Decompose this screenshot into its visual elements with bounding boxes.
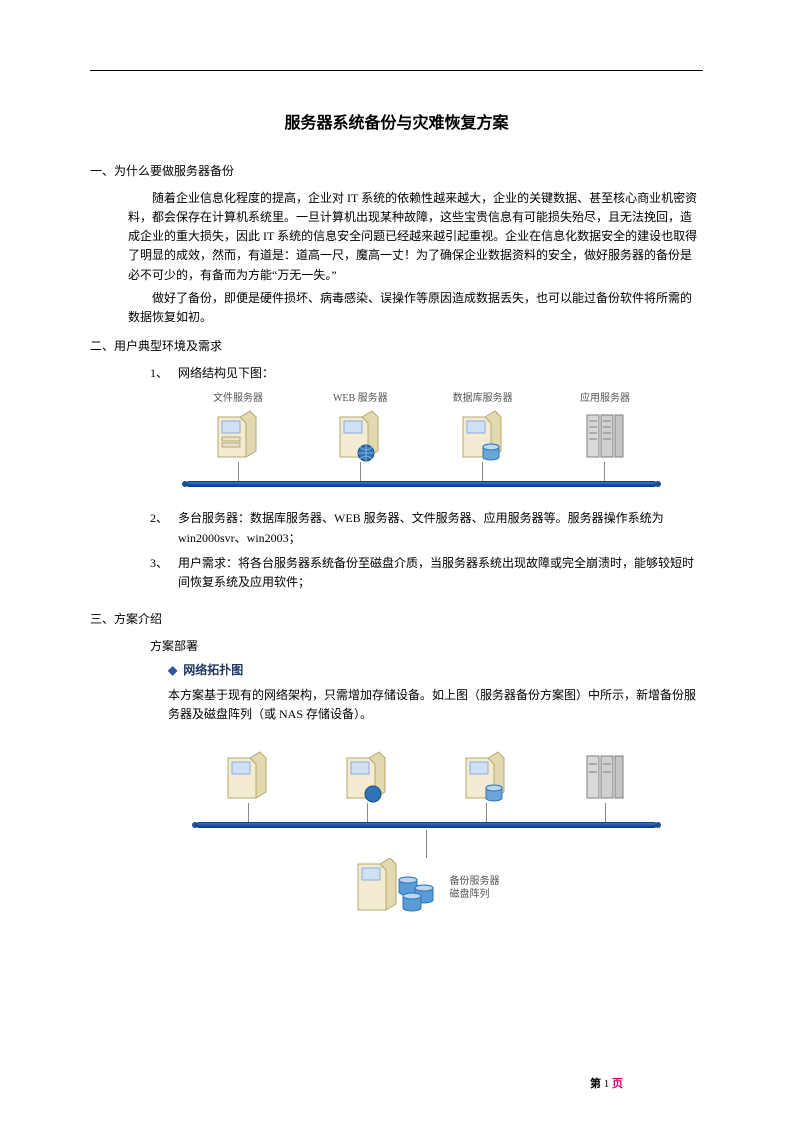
backup-server-icon — [354, 858, 440, 918]
diamond-icon: ◆ — [168, 663, 177, 677]
server-label: 应用服务器 — [580, 391, 630, 403]
db-server-icon — [458, 748, 514, 804]
network-bus — [180, 481, 663, 491]
doc-title: 服务器系统备份与灾难恢复方案 — [90, 111, 703, 137]
server-label: 数据库服务器 — [453, 391, 513, 403]
network-diagram-2: 备份服务器 磁盘阵列 — [190, 732, 663, 918]
web-server-icon — [339, 748, 395, 804]
bullet-label: 网络拓扑图 — [183, 663, 243, 677]
backup-label: 备份服务器 磁盘阵列 — [450, 875, 500, 901]
page-footer: 第 1 页 — [590, 1076, 623, 1094]
footer-num: 1 — [604, 1078, 610, 1090]
web-server-icon — [332, 407, 388, 463]
section3-head: 三、方案介绍 — [90, 610, 703, 629]
section3-p: 本方案基于现有的网络架构，只需增加存储设备。如上图（服务器备份方案图）中所示，新… — [168, 686, 703, 724]
drop-stem — [426, 830, 427, 858]
server-web — [319, 732, 415, 823]
footer-pre: 第 — [590, 1078, 601, 1090]
server-label: 文件服务器 — [213, 391, 263, 403]
app-server-icon — [577, 748, 633, 804]
server-app — [557, 732, 653, 823]
server-db: 数据库服务器 — [435, 391, 531, 482]
db-server-icon — [455, 407, 511, 463]
list-item: 3、 用户需求：将各台服务器系统备份至磁盘介质，当服务器系统出现故障或完全崩溃时… — [150, 554, 703, 592]
footer-suf: 页 — [612, 1078, 623, 1090]
section1-head: 一、为什么要做服务器备份 — [90, 162, 703, 181]
section1-p2: 做好了备份，即便是硬件损坏、病毒感染、误操作等原因造成数据丢失，也可以能过备份软… — [128, 289, 703, 327]
server-db — [438, 732, 534, 823]
list-text: 用户需求：将各台服务器系统备份至磁盘介质，当服务器系统出现故障或完全崩溃时，能够… — [178, 554, 703, 592]
section3-sub: 方案部署 — [150, 637, 703, 656]
server-web: WEB 服务器 — [312, 391, 408, 482]
top-rule — [90, 70, 703, 71]
list-item: 2、 多台服务器：数据库服务器、WEB 服务器、文件服务器、应用服务器等。服务器… — [150, 509, 703, 547]
list-num: 3、 — [150, 554, 178, 592]
list-num: 2、 — [150, 509, 178, 547]
list-text: 网络结构见下图： — [178, 364, 703, 383]
section1-p1: 随着企业信息化程度的提高，企业对 IT 系统的依赖性越来越大，企业的关键数据、甚… — [128, 189, 703, 285]
server-label: WEB 服务器 — [333, 391, 388, 403]
list-item: 1、 网络结构见下图： — [150, 364, 703, 383]
backup-node: 备份服务器 磁盘阵列 — [190, 858, 663, 918]
file-server-icon — [220, 748, 276, 804]
server-file: 文件服务器 — [190, 391, 286, 482]
server-file — [200, 732, 296, 823]
bullet-head: ◆ 网络拓扑图 — [168, 661, 703, 680]
list-text: 多台服务器：数据库服务器、WEB 服务器、文件服务器、应用服务器等。服务器操作系… — [178, 509, 703, 547]
section2-head: 二、用户典型环境及需求 — [90, 337, 703, 356]
network-diagram-1: 文件服务器 WEB 服务器 数据库服务器 — [180, 391, 663, 491]
file-server-icon — [210, 407, 266, 463]
network-bus — [190, 822, 663, 832]
server-app: 应用服务器 — [557, 391, 653, 482]
app-server-icon — [577, 407, 633, 463]
list-num: 1、 — [150, 364, 178, 383]
